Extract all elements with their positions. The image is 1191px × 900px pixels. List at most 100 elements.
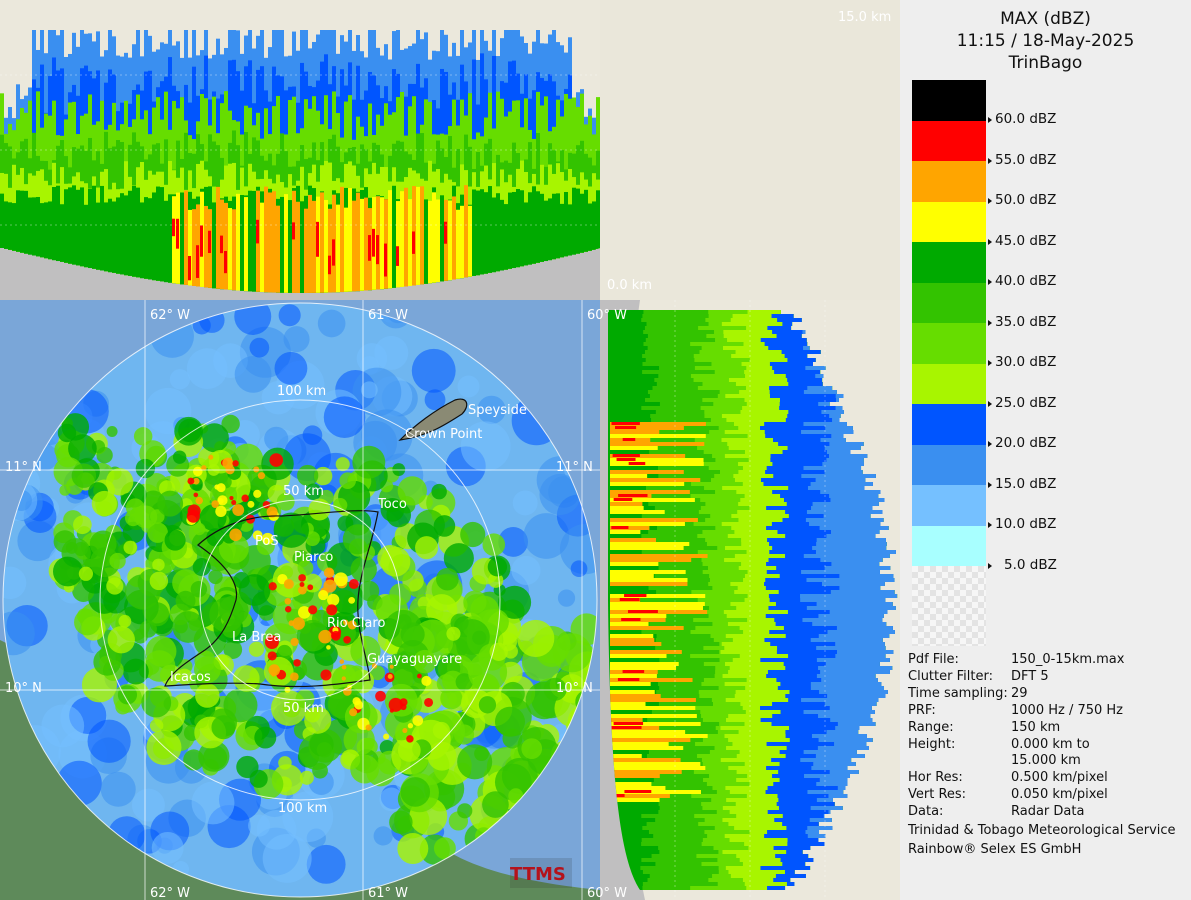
legend-swatch	[912, 80, 986, 121]
base-height-label: 0.0 km	[607, 278, 652, 293]
info-key: Height:	[908, 737, 956, 752]
tobago-outline	[398, 398, 468, 441]
info-row: Height: 0.000 km to	[908, 737, 1188, 753]
place-label: Speyside	[468, 403, 527, 418]
legend-tick-icon	[988, 319, 992, 326]
info-key: PRF:	[908, 703, 936, 718]
range-ring-label: 100 km	[278, 801, 327, 816]
info-key: Vert Res:	[908, 787, 967, 802]
info-row: Pdf File: 150_0-15km.max	[908, 652, 1188, 668]
place-label: Toco	[377, 497, 407, 512]
info-value: 29	[1011, 686, 1028, 701]
place-label: Rio Claro	[327, 616, 385, 631]
legend-label: 60.0 dBZ	[995, 111, 1057, 127]
info-row: PRF: 1000 Hz / 750 Hz	[908, 703, 1188, 719]
legend-swatch	[912, 404, 986, 445]
info-key: Time sampling:	[908, 686, 1008, 701]
info-key: Pdf File:	[908, 652, 959, 667]
legend-tick-icon	[988, 157, 992, 164]
legend-swatch	[912, 242, 986, 283]
latitude-label: 10° N	[556, 681, 593, 696]
legend-tick-icon	[988, 117, 992, 123]
legend-swatch	[912, 363, 986, 405]
svg-text:TTMS: TTMS	[510, 864, 566, 885]
credit-selex: Rainbow® Selex ES GmbH	[908, 842, 1082, 857]
info-value: 0.000 km to	[1011, 737, 1090, 752]
info-row: Data: Radar Data	[908, 804, 1188, 820]
place-label: Crown Point	[405, 427, 482, 442]
legend-label: 25.0 dBZ	[995, 394, 1057, 411]
range-ring-label: 100 km	[277, 384, 326, 399]
info-row: 15.000 km	[908, 753, 1188, 769]
ppi-map: TTMS	[0, 300, 600, 900]
legend-label: 50.0 dBZ	[995, 192, 1057, 208]
legend-tick-icon	[988, 522, 992, 528]
info-key: Clutter Filter:	[908, 669, 993, 684]
longitude-label: 61° W	[368, 886, 408, 900]
right-cross-section	[600, 300, 900, 900]
legend-swatch	[912, 201, 986, 243]
legend-tick-icon	[988, 238, 992, 245]
legend-label: 45.0 dBZ	[995, 232, 1057, 249]
legend-swatch	[912, 485, 986, 526]
longitude-label: 60° W	[587, 308, 627, 323]
range-ring-label: 50 km	[283, 701, 324, 716]
product-title: MAX (dBZ)	[1000, 9, 1091, 29]
info-key: Data:	[908, 804, 944, 819]
info-value: 15.000 km	[1011, 753, 1081, 768]
info-key: Hor Res:	[908, 770, 963, 785]
info-panel: MAX (dBZ) 11:15 / 18-May-2025 TrinBago 6…	[900, 0, 1191, 900]
info-value: DFT 5	[1011, 669, 1049, 684]
legend-label: 15.0 dBZ	[995, 475, 1057, 492]
info-row: Range: 150 km	[908, 720, 1188, 736]
legend-swatch	[912, 444, 986, 486]
info-value: Radar Data	[1011, 804, 1085, 819]
longitude-label: 60° W	[587, 886, 627, 900]
info-value: 150_0-15km.max	[1011, 652, 1125, 667]
ttms-logo: TTMS	[510, 858, 572, 888]
legend-swatch	[912, 323, 986, 364]
latitude-label: 11° N	[556, 460, 593, 475]
latitude-label: 10° N	[5, 681, 42, 696]
legend-tick-icon	[988, 360, 992, 366]
info-value: 0.050 km/pixel	[1011, 787, 1108, 802]
datetime-label: 11:15 / 18-May-2025	[956, 31, 1135, 51]
longitude-label: 62° W	[150, 308, 190, 323]
site-label: TrinBago	[1008, 53, 1083, 73]
info-row: Time sampling: 29	[908, 686, 1188, 702]
range-ring-label: 50 km	[283, 484, 324, 499]
info-value: 0.500 km/pixel	[1011, 770, 1108, 785]
legend-swatch	[912, 161, 986, 202]
radar-visualization: TTMS 62° W 62° W 61° W 61° W 60° W 60° W 11° N…	[0, 0, 900, 900]
info-row: Hor Res: 0.500 km/pixel	[908, 770, 1188, 786]
longitude-label: 62° W	[150, 886, 190, 900]
longitude-label: 61° W	[368, 308, 408, 323]
credit-tmms: Trinidad & Tobago Meteorological Service	[908, 823, 1176, 838]
info-row: Vert Res: 0.050 km/pixel	[908, 787, 1188, 803]
legend-label: 10.0 dBZ	[995, 516, 1057, 532]
legend-swatch	[912, 282, 986, 324]
legend-tick-icon	[988, 198, 992, 204]
legend-tick-icon	[988, 562, 992, 569]
top-cross-section	[0, 0, 600, 300]
top-height-label: 15.0 km	[838, 10, 891, 25]
place-label: Piarco	[294, 550, 333, 565]
place-label: Guayaguayare	[367, 652, 462, 667]
legend-tick-icon	[988, 441, 992, 447]
legend-swatch	[912, 120, 986, 162]
legend-label: 55.0 dBZ	[995, 151, 1057, 168]
legend-label: 5.0 dBZ	[1004, 556, 1057, 573]
info-value: 1000 Hz / 750 Hz	[1011, 703, 1124, 718]
legend-label: 30.0 dBZ	[995, 354, 1057, 370]
no-data-swatch	[912, 566, 986, 646]
legend-label: 20.0 dBZ	[995, 435, 1057, 451]
info-value: 150 km	[1011, 720, 1061, 735]
legend-label: 40.0 dBZ	[995, 273, 1057, 289]
info-row: Clutter Filter: DFT 5	[908, 669, 1188, 685]
trinidad-outline	[164, 510, 379, 688]
place-label: Icacos	[170, 670, 211, 685]
place-label: PoS	[255, 534, 279, 549]
latitude-label: 11° N	[5, 460, 42, 475]
legend-label: 35.0 dBZ	[995, 313, 1057, 330]
legend-swatch	[912, 525, 986, 567]
